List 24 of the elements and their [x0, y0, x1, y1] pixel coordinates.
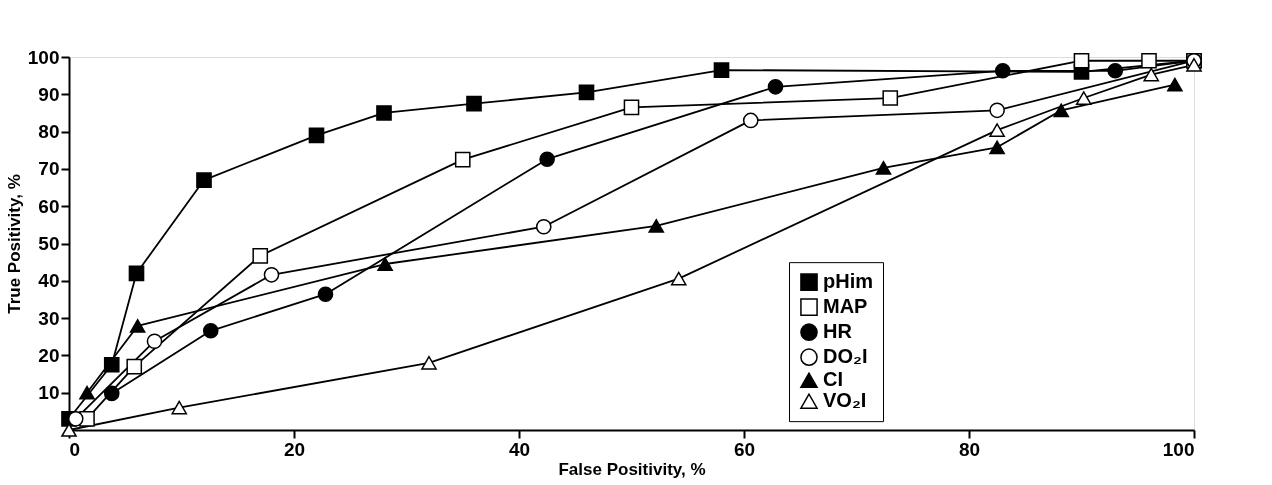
y-tick-label: 30 — [38, 307, 60, 329]
x-tick-label: 80 — [958, 438, 981, 460]
legend-label: CI — [823, 368, 843, 391]
y-tick-label: 100 — [27, 46, 60, 68]
legend-label: DO₂I — [823, 345, 868, 368]
y-tick-label: 70 — [38, 158, 60, 180]
x-tick-label: 100 — [1162, 438, 1195, 460]
legend-label: HR — [823, 320, 853, 343]
y-tick-label: 40 — [38, 270, 60, 292]
x-tick-label: 60 — [733, 438, 756, 460]
x-tick-label: 20 — [283, 438, 306, 460]
y-tick-label: 10 — [38, 382, 60, 404]
x-tick-label: 0 — [69, 438, 81, 460]
y-axis-title: True Positivity, % — [4, 174, 24, 314]
x-axis-title: False Positivity, % — [558, 459, 706, 479]
y-tick-label: 90 — [38, 83, 60, 105]
y-tick-label: 80 — [38, 121, 60, 143]
legend-label: VO₂I — [823, 389, 867, 412]
y-tick-label: 50 — [38, 233, 60, 254]
y-tick-label: 20 — [38, 344, 60, 366]
legend-label: pHim — [823, 270, 873, 293]
x-tick-label: 40 — [508, 438, 531, 460]
y-tick-label: 60 — [38, 195, 60, 217]
legend-label: MAP — [823, 295, 868, 318]
